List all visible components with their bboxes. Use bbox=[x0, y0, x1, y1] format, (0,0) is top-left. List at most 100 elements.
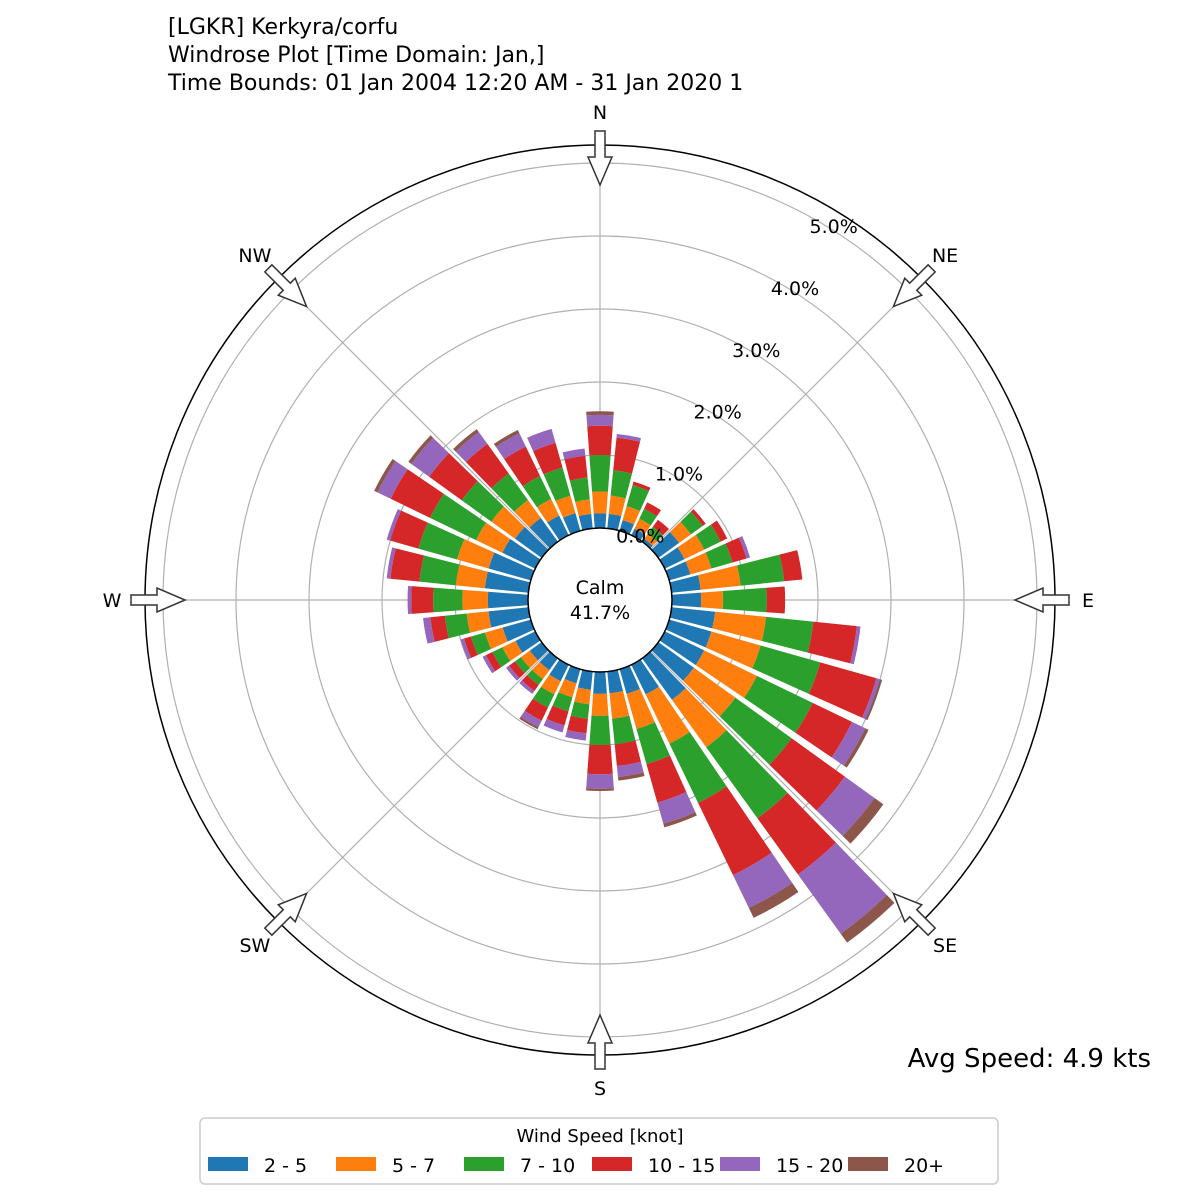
wind-bar-segment bbox=[610, 470, 632, 499]
wind-bar-segment bbox=[509, 661, 525, 679]
wind-bar-segment bbox=[591, 693, 609, 716]
wind-bar-segment bbox=[522, 476, 552, 508]
wind-bar-segment bbox=[562, 448, 586, 460]
wind-bar-segment bbox=[455, 564, 488, 589]
wind-bar-segment bbox=[587, 425, 613, 456]
wind-bar-segment bbox=[419, 555, 460, 586]
wind-bar-segment bbox=[617, 772, 645, 781]
wind-bar-segment bbox=[520, 710, 542, 728]
wind-bar-segment bbox=[491, 506, 525, 539]
wind-bar-segment bbox=[502, 619, 535, 642]
wind-bar-segment bbox=[761, 616, 814, 653]
wind-bar-segment bbox=[665, 561, 691, 581]
wind-bar-segment bbox=[488, 607, 531, 628]
wind-bar-segment bbox=[476, 522, 511, 553]
direction-arrows bbox=[130, 130, 1070, 1070]
direction-arrow-icon bbox=[130, 586, 187, 614]
title-line-1: [LGKR] Kerkyra/corfu bbox=[168, 15, 398, 40]
wind-bar-segment bbox=[642, 538, 653, 549]
wind-bar-segment bbox=[418, 522, 465, 560]
wind-bar-segment bbox=[520, 650, 538, 669]
wind-bar-segment bbox=[865, 679, 883, 721]
wind-bar-segment bbox=[407, 585, 412, 615]
wind-bar-segment bbox=[680, 511, 703, 535]
legend-label: 20+ bbox=[904, 1155, 944, 1177]
radial-tick-labels: 0.0% 1.0% 2.0% 3.0% 4.0% 5.0% bbox=[616, 216, 858, 548]
wind-bar-segment bbox=[514, 526, 549, 558]
legend-swatch bbox=[208, 1157, 248, 1171]
direction-label: S bbox=[594, 1078, 606, 1100]
title-line-3: Time Bounds: 01 Jan 2004 12:20 AM - 31 J… bbox=[167, 71, 743, 96]
wind-bar-segment bbox=[843, 728, 869, 768]
wind-bar-segment bbox=[652, 519, 670, 536]
wind-bar-segment bbox=[669, 575, 701, 593]
wind-bar-segment bbox=[608, 495, 626, 517]
wind-bar-segment bbox=[733, 852, 793, 908]
wind-bar-segment bbox=[645, 686, 690, 744]
wind-bar-segment bbox=[526, 669, 543, 686]
wind-bar-segment bbox=[757, 792, 836, 875]
wind-bar-segment bbox=[593, 513, 607, 529]
wind-bar-segment bbox=[456, 539, 495, 569]
wind-bar-segment bbox=[609, 691, 630, 719]
legend-label: 7 - 10 bbox=[520, 1155, 575, 1177]
direction-label: NW bbox=[238, 245, 271, 267]
wind-bar-segment bbox=[430, 493, 487, 541]
wind-bar-segment bbox=[612, 715, 636, 745]
radial-tick-label: 1.0% bbox=[655, 464, 703, 486]
wind-bar-segment bbox=[485, 627, 508, 649]
wind-bar-segment bbox=[659, 631, 705, 666]
wind-bar-segment bbox=[471, 632, 492, 655]
wind-bar-segment bbox=[504, 446, 541, 487]
legend-label: 5 - 7 bbox=[392, 1155, 435, 1177]
wind-bar-segment bbox=[519, 716, 539, 730]
wind-bar-segment bbox=[531, 662, 550, 680]
radial-tick-label: 4.0% bbox=[771, 278, 819, 300]
wind-bar-segment bbox=[705, 543, 733, 569]
chart-title: [LGKR] Kerkyra/corfu Windrose Plot [Time… bbox=[167, 15, 743, 96]
wind-bar-segment bbox=[408, 435, 434, 464]
wind-bar-segment bbox=[626, 688, 655, 729]
wind-bar-segment bbox=[514, 657, 531, 674]
wind-bar-segment bbox=[607, 669, 624, 694]
wind-bar-segment bbox=[808, 662, 877, 718]
wind-bar-segment bbox=[514, 500, 541, 528]
wind-bar-segment bbox=[577, 669, 593, 690]
wind-bar-segment bbox=[586, 414, 614, 427]
wind-bar-segment bbox=[492, 647, 511, 668]
wind-bar-segment bbox=[665, 619, 712, 648]
wind-bar-segment bbox=[706, 730, 788, 819]
wind-bar-segment bbox=[423, 617, 435, 644]
wind-bar-segment bbox=[769, 738, 845, 811]
wind-bar-segment bbox=[677, 534, 705, 560]
direction-label: W bbox=[103, 590, 122, 612]
direction-arrow-icon bbox=[892, 892, 937, 937]
wind-bar-segment bbox=[390, 510, 428, 549]
wind-bar-segment bbox=[541, 674, 561, 695]
wind-bar-segment bbox=[639, 508, 657, 526]
wind-bar-segment bbox=[797, 842, 887, 934]
wind-bar-segment bbox=[737, 554, 785, 586]
legend-swatch bbox=[592, 1157, 632, 1171]
wind-bar-segment bbox=[482, 655, 496, 674]
wind-bar-segment bbox=[712, 611, 767, 641]
wind-bar-segment bbox=[586, 411, 614, 416]
wind-bar-segment bbox=[564, 665, 581, 684]
wind-bar-segment bbox=[831, 721, 866, 766]
wind-bar-segment bbox=[719, 697, 792, 765]
wind-bar-segment bbox=[461, 481, 504, 522]
wind-bar-segment bbox=[527, 428, 556, 452]
wind-bar-segment bbox=[411, 586, 434, 614]
wind-bar-segment bbox=[657, 792, 696, 824]
wind-bar-segment bbox=[672, 688, 727, 748]
wind-bar-segment bbox=[491, 473, 528, 512]
direction-arrow-icon bbox=[1013, 586, 1070, 614]
wind-bar-segment bbox=[669, 521, 691, 543]
wind-bar-segment bbox=[453, 429, 479, 452]
grid-spoke bbox=[277, 599, 601, 923]
wind-bar-segment bbox=[752, 645, 821, 694]
wind-bar-segment bbox=[622, 506, 640, 525]
wind-bar-segment bbox=[589, 715, 611, 745]
wind-bar-segment bbox=[586, 788, 614, 791]
